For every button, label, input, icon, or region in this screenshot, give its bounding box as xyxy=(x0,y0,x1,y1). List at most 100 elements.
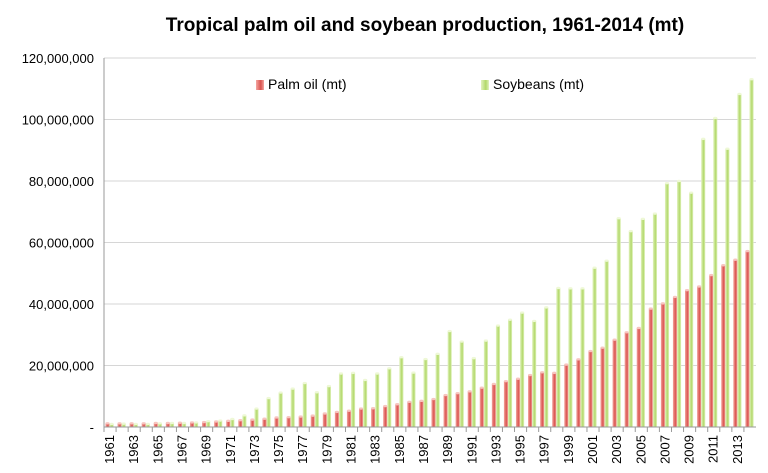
x-tick-label: 2001 xyxy=(585,435,600,464)
axes: - 20,000,000 40,000,000 60,000,000 80,000,00… xyxy=(22,51,756,464)
palm-oil-bar xyxy=(310,415,315,427)
palm-oil-bar xyxy=(588,351,593,427)
palm-oil-bar xyxy=(648,308,653,427)
bar-cap xyxy=(153,421,158,425)
soybean-bar xyxy=(230,419,235,427)
palm-oil-bar xyxy=(636,327,641,427)
legend-swatch-palm-oil xyxy=(256,80,264,90)
x-tick-label: 1971 xyxy=(223,435,238,464)
bar-cap xyxy=(387,367,392,370)
soybean-bar xyxy=(169,423,175,427)
soybean-bar xyxy=(411,372,416,427)
soybean-bar xyxy=(145,423,150,427)
soybean-bar xyxy=(507,319,513,427)
legend: Palm oil (mt) Soybeans (mt) xyxy=(256,76,584,92)
bar-cap xyxy=(286,415,291,419)
soybean-bar xyxy=(616,218,621,427)
palm-oil-bar xyxy=(117,423,122,427)
bar-cap xyxy=(206,419,211,423)
palm-oil-bar xyxy=(467,391,472,427)
bar-cap xyxy=(624,331,629,334)
palm-oil-bar xyxy=(395,404,400,427)
y-tick-label: 20,000,000 xyxy=(29,359,94,374)
bar-cap xyxy=(459,340,464,343)
bar-cap xyxy=(745,249,750,253)
bar-cap xyxy=(169,421,175,425)
palm-oil-bar xyxy=(443,395,448,427)
x-tick-label: 1985 xyxy=(392,435,407,464)
soybean-bar xyxy=(604,260,609,427)
soybean-bar xyxy=(628,231,633,427)
palm-oil-bar xyxy=(250,419,255,427)
soybean-bar xyxy=(326,386,331,427)
bar-cap xyxy=(672,295,678,299)
bar-cap xyxy=(507,318,513,321)
palm-oil-bar xyxy=(564,364,569,427)
bar-cap xyxy=(733,258,738,261)
bar-cap xyxy=(177,421,182,424)
soybean-bar xyxy=(109,423,114,427)
bar-cap xyxy=(685,288,690,292)
bar-cap xyxy=(447,329,452,333)
soybean-bar xyxy=(459,341,464,427)
soybean-bar xyxy=(664,183,670,427)
x-tick-label: 1999 xyxy=(561,435,576,464)
legend-swatch-soybeans xyxy=(481,80,489,90)
y-tick-label: 40,000,000 xyxy=(29,297,94,312)
bar-cap xyxy=(117,422,122,425)
palm-oil-bar xyxy=(455,393,460,427)
bar-cap xyxy=(141,422,146,425)
bar-cap xyxy=(105,422,110,425)
bar-cap xyxy=(371,407,376,410)
bar-cap xyxy=(568,287,573,290)
bar-cap xyxy=(721,264,726,267)
palm-oil-bar xyxy=(177,422,182,427)
soybean-bar xyxy=(544,307,549,427)
palm-oil-bar xyxy=(528,375,533,427)
bar-cap xyxy=(455,391,460,395)
bar-cap xyxy=(431,397,436,401)
x-tick-label: 1969 xyxy=(199,435,214,464)
bar-cap xyxy=(528,373,533,377)
soybean-bar xyxy=(532,320,537,427)
bar-cap xyxy=(636,326,641,330)
bar-cap xyxy=(322,412,327,415)
bar-cap xyxy=(218,419,223,422)
bar-cap xyxy=(266,396,271,400)
soybean-bar xyxy=(677,181,682,427)
bar-cap xyxy=(242,414,247,417)
bar-cap xyxy=(725,147,730,150)
bar-cap xyxy=(375,372,380,375)
bar-cap xyxy=(697,285,702,288)
palm-oil-bar xyxy=(286,417,291,427)
bar-cap xyxy=(423,357,428,361)
palm-oil-bar xyxy=(407,401,412,427)
x-tick-label: 1995 xyxy=(513,435,528,464)
palm-oil-bar xyxy=(202,422,207,427)
bar-cap xyxy=(660,302,665,305)
bar-cap xyxy=(552,371,557,375)
bar-cap xyxy=(302,381,307,385)
bar-cap xyxy=(334,410,339,414)
x-tick-label: 1973 xyxy=(247,435,262,464)
palm-oil-bar xyxy=(491,383,496,427)
palm-oil-bar xyxy=(721,265,726,427)
soybean-bar xyxy=(242,415,247,427)
palm-oil-bar xyxy=(334,411,339,427)
legend-label-soybeans: Soybeans (mt) xyxy=(493,76,584,92)
x-tick-label: 2011 xyxy=(706,435,721,463)
soybean-bar xyxy=(290,388,295,427)
bar-cap xyxy=(157,422,162,425)
palm-oil-bar xyxy=(238,420,243,427)
soybean-bar xyxy=(206,421,211,427)
bar-cap xyxy=(443,393,448,397)
bar-cap xyxy=(491,382,496,386)
bar-cap xyxy=(612,338,617,341)
soybean-bar xyxy=(133,423,138,427)
palm-oil-bar xyxy=(129,423,134,427)
x-tick-label: 2005 xyxy=(633,435,648,464)
bar-cap xyxy=(181,421,187,425)
bar-cap xyxy=(564,363,569,366)
palm-oil-bar xyxy=(431,399,436,427)
